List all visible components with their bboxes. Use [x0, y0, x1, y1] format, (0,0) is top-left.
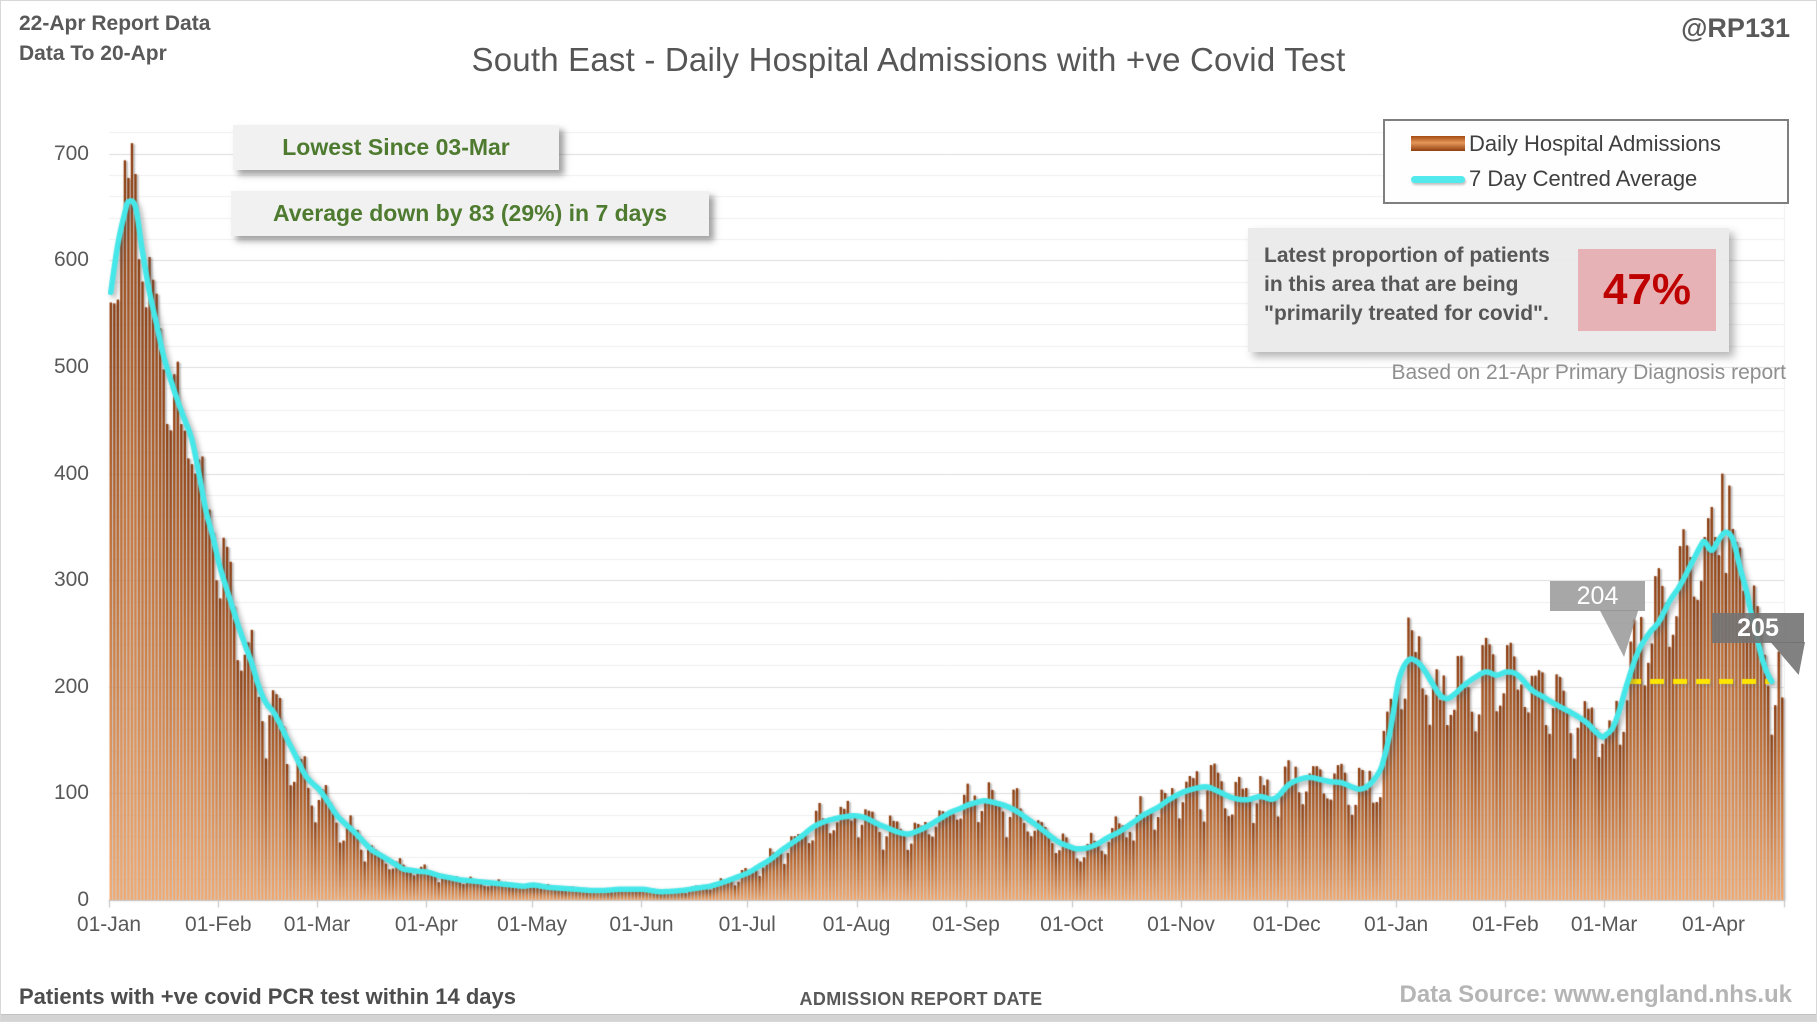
x-tick-label: 01-Dec	[1252, 913, 1321, 936]
line-swatch-icon	[1411, 175, 1465, 183]
proportion-info-box: Latest proportion of patients in this ar…	[1248, 228, 1729, 352]
x-tick-label: 01-Mar	[1570, 913, 1638, 936]
y-tick-label: 0	[77, 888, 89, 911]
callout-204: 204	[1550, 581, 1645, 611]
legend-item-bars: Daily Hospital Admissions	[1411, 131, 1787, 157]
data-to-line: Data To 20-Apr	[19, 42, 167, 66]
average-change-badge: Average down by 83 (29%) in 7 days	[231, 191, 709, 236]
window-bottom-strip	[1, 1014, 1816, 1021]
x-tick-label: 01-Jun	[609, 913, 674, 936]
x-tick-label: 01-Mar	[283, 913, 351, 936]
x-tick-label: 01-Feb	[185, 913, 252, 936]
page-title: South East - Daily Hospital Admissions w…	[471, 41, 1346, 78]
x-tick-label: 01-Oct	[1040, 913, 1104, 936]
proportion-text-line: in this area that are being	[1264, 273, 1519, 296]
x-tick-label: 01-Aug	[822, 913, 891, 936]
y-tick-label: 600	[53, 248, 89, 272]
proportion-text-line: Latest proportion of patients	[1264, 244, 1550, 267]
lowest-since-badge: Lowest Since 03-Mar	[233, 125, 559, 170]
x-tick-label: 01-Jan	[76, 913, 142, 936]
y-tick-label: 400	[53, 461, 89, 485]
x-tick-label: 01-Nov	[1147, 913, 1215, 936]
y-tick-label: 500	[53, 355, 89, 378]
footer-note: Patients with +ve covid PCR test within …	[19, 984, 516, 1009]
chart-legend: Daily Hospital Admissions 7 Day Centred …	[1383, 119, 1789, 204]
proportion-text-line: "primarily treated for covid".	[1264, 302, 1549, 325]
callout-205: 205	[1712, 613, 1804, 643]
y-tick-label: 700	[53, 141, 89, 165]
based-on-note: Based on 21-Apr Primary Diagnosis report	[1391, 361, 1786, 384]
x-tick-label: 01-Sep	[932, 913, 1000, 936]
report-date-line: 22-Apr Report Data	[19, 12, 211, 35]
report-meta: 22-Apr Report Data Data To 20-Apr	[19, 9, 210, 70]
x-tick-label: 01-Apr	[394, 913, 458, 936]
legend-item-average: 7 Day Centred Average	[1411, 166, 1787, 192]
proportion-value-badge: 47%	[1578, 249, 1716, 331]
x-tick-label: 01-Jul	[718, 913, 776, 936]
y-tick-label: 100	[53, 781, 89, 805]
y-tick-label: 200	[53, 674, 89, 698]
x-tick-label: 01-Feb	[1472, 913, 1539, 936]
x-axis-title: ADMISSION REPORT DATE	[799, 989, 1043, 1009]
legend-label: 7 Day Centred Average	[1469, 166, 1698, 192]
y-tick-label: 300	[53, 568, 89, 592]
bar-swatch-icon	[1411, 136, 1465, 152]
x-tick-label: 01-Apr	[1681, 913, 1745, 936]
author-handle: @RP131	[1681, 13, 1790, 43]
data-source: Data Source: www.england.nhs.uk	[1399, 981, 1792, 1008]
legend-label: Daily Hospital Admissions	[1469, 130, 1721, 156]
x-tick-label: 01-Jan	[1363, 913, 1429, 936]
x-tick-label: 01-May	[497, 913, 568, 936]
